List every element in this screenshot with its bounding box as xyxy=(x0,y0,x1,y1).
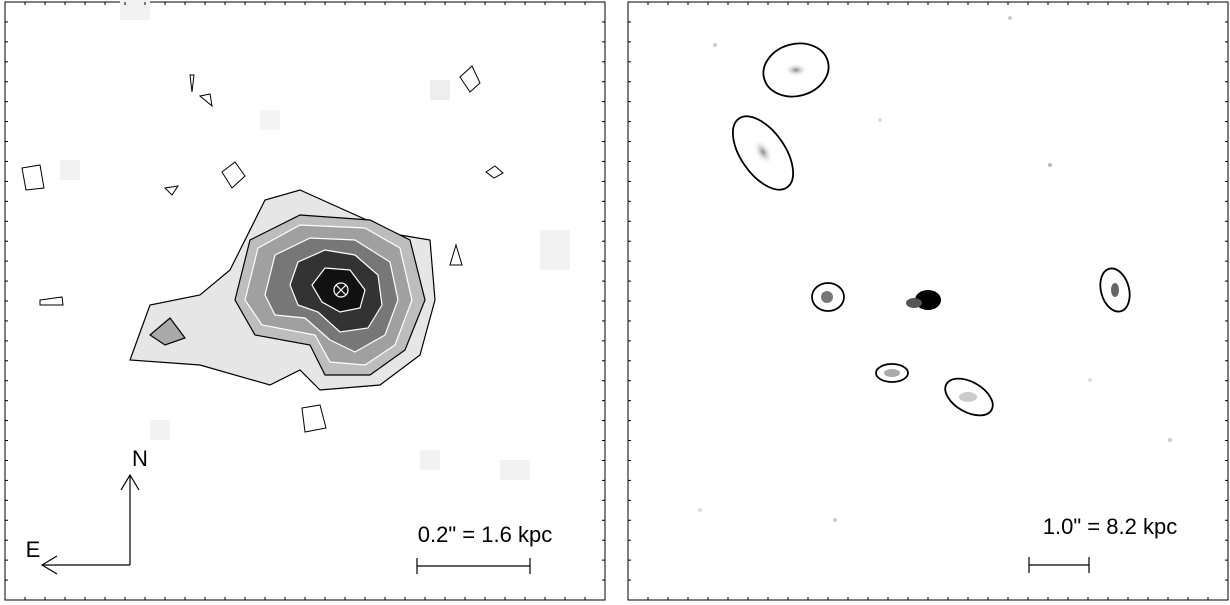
north-label: N xyxy=(132,446,148,471)
galaxy-contours xyxy=(129,189,436,391)
faint-sources xyxy=(698,16,1172,522)
compass xyxy=(40,473,140,575)
source-ellipses xyxy=(732,42,1131,417)
scale-bar-label: 1.0" = 8.2 kpc xyxy=(1043,514,1177,539)
left-panel: N E 0.2" = 1.6 kpc xyxy=(4,0,606,601)
right-panel: 1.0" = 8.2 kpc xyxy=(627,1,1229,601)
scale-bar-label: 0.2" = 1.6 kpc xyxy=(418,522,552,547)
scale-bar xyxy=(416,558,531,574)
noise-contours xyxy=(21,65,504,433)
target-source xyxy=(906,290,941,310)
frame-ticks xyxy=(5,2,1228,600)
east-label: E xyxy=(26,537,41,562)
scale-bar xyxy=(1028,557,1090,573)
pixel-background xyxy=(60,0,570,480)
